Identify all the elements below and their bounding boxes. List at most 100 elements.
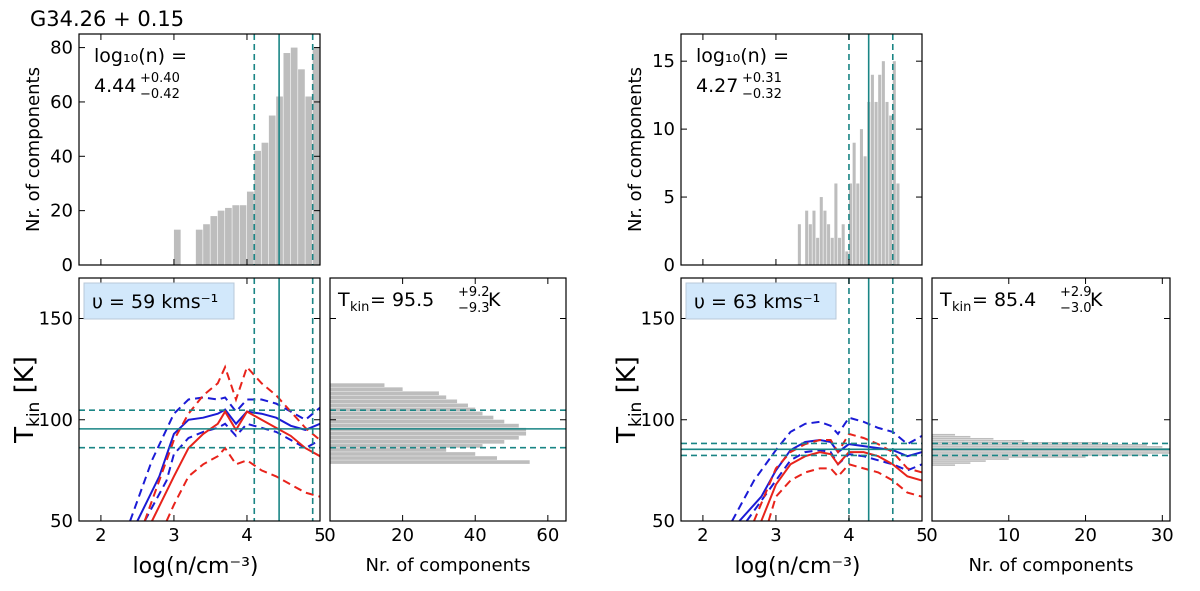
right-density-bar (805, 210, 809, 265)
left-temp-bar (330, 399, 458, 404)
left-density-ytick-label: 60 (50, 92, 73, 113)
left-temp-bar (330, 407, 476, 412)
right-density-bar (845, 251, 849, 265)
left-temp-bar (330, 387, 403, 391)
right-density-bar (834, 183, 838, 265)
left-temp-annotation-plus: +9.2 (458, 285, 490, 300)
right-temp-bar (932, 433, 956, 436)
left-tvd-xtick-label: 4 (241, 525, 252, 546)
right-temp-annotation-prefix: T (939, 289, 952, 311)
left-temp-hist-xtick-label: 20 (391, 525, 414, 546)
left-temp-bar (330, 383, 385, 387)
right-temp-hist-xtick-label: 20 (1074, 525, 1097, 546)
left-tvd-frame (78, 277, 321, 522)
right-blue-upper-line (731, 416, 922, 521)
right-tvd-xtick-label: 2 (697, 525, 708, 546)
left-temp-bar (330, 448, 447, 452)
left-density-annotation-label: log₁₀(n) = (94, 45, 187, 67)
left-temp-bar (330, 415, 494, 420)
right-temp-bar (932, 450, 1170, 452)
left-temp-hist-xlabel: Nr. of components (366, 555, 531, 576)
right-density-bar (823, 210, 827, 265)
right-density-bar (892, 61, 896, 266)
left-density-ytick-label: 20 (50, 201, 73, 222)
right-density-bar (852, 142, 856, 265)
right-density-annotation-plus-error: +0.31 (742, 71, 782, 86)
right-temp-hist-xtick-label: 30 (1151, 525, 1174, 546)
right-density-bar (859, 129, 863, 265)
right-temp-annotation-minus: −3.0 (1060, 301, 1092, 316)
left-temp-annotation-unit: K (488, 289, 501, 311)
left-blue-lower-line (143, 422, 320, 521)
left-density-bar (246, 191, 254, 265)
right-temp-bar (932, 446, 1163, 448)
right-red-lower-line (767, 463, 922, 521)
right-density-annotation-label: log₁₀(n) = (696, 45, 789, 67)
left-density-annotation-plus-error: +0.40 (140, 71, 180, 86)
left-temp-bar (330, 440, 505, 444)
right-temp-hist-xtick-label: 10 (997, 525, 1020, 546)
left-temp-annotation-minus: −9.3 (458, 301, 490, 316)
right-density-bar (874, 101, 878, 265)
right-density-bar (896, 183, 900, 265)
left-blue-solid-line (136, 408, 320, 521)
left-tvd-ytick-label: 150 (39, 309, 73, 330)
left-tvd-ytick-label: 100 (39, 410, 73, 431)
right-density-annotation-minus-error: −0.32 (742, 87, 782, 102)
right-density-ytick-label: 5 (664, 187, 675, 208)
left-velocity-label: υ = 59 kms⁻¹ (92, 291, 218, 313)
right-tvd-ylabel: Tkin [K] (612, 356, 646, 444)
right-red-solid-line (760, 451, 922, 521)
right-temp-bar (932, 444, 1147, 446)
source-title: G34.26 + 0.15 (30, 7, 184, 31)
right-tvd-ylabel-sub: kin (626, 402, 646, 427)
left-temp-hist-xtick-label: 60 (536, 525, 559, 546)
left-density-annotation-minus-error: −0.42 (140, 87, 180, 102)
right-density-bar (848, 183, 853, 265)
left-temp-bar (330, 403, 468, 408)
right-temp-hist-xlabel: Nr. of components (969, 555, 1134, 576)
right-temp-bar (932, 437, 994, 440)
right-temp-annotation-unit: K (1090, 289, 1103, 311)
left-red-upper-line (143, 364, 320, 521)
right-temp-bar (932, 464, 956, 466)
left-density-annotation-value: 4.44 (94, 75, 136, 97)
right-temp-annotation-sub: kin (952, 300, 971, 315)
right-velocity-label: υ = 63 kms⁻¹ (694, 291, 820, 313)
left-density-ytick-label: 40 (50, 146, 73, 167)
right-temp-bar (932, 452, 1170, 454)
right-density-bar (827, 224, 831, 265)
right-temp-annotation-plus: +2.9 (1060, 285, 1092, 300)
right-temp-hist-xtick-label: 0 (926, 525, 937, 546)
right-density-ytick-label: 15 (652, 51, 675, 72)
right-density-bar (816, 237, 820, 265)
right-density-ytick-label: 0 (664, 255, 675, 276)
right-density-bar (838, 237, 842, 265)
left-blue-upper-line (129, 396, 320, 521)
left-temp-bar (330, 419, 505, 424)
left-temp-annotation-prefix: T (337, 289, 350, 311)
left-density-bar (173, 229, 181, 265)
left-temp-hist-xtick-label: 40 (464, 525, 487, 546)
right-tvd-ytick-label: 50 (652, 511, 675, 532)
left-temp-bar (330, 391, 439, 396)
left-velocity-box (83, 282, 235, 320)
left-density-bar (217, 210, 225, 265)
left-temp-hist-frame (329, 277, 567, 522)
right-density-hist-frame (680, 33, 923, 266)
right-tvd-xtick-label: 4 (843, 525, 854, 546)
left-density-bar (232, 205, 240, 265)
left-tvd-ylabel-main: T (10, 427, 40, 444)
right-temp-bar (932, 462, 971, 464)
right-density-bar (856, 183, 860, 265)
right-density-bar (808, 224, 812, 265)
left-temp-hist-xtick-label: 0 (324, 525, 335, 546)
right-tvd-ylabel-unit: [K] (612, 356, 642, 402)
left-density-bar (290, 47, 298, 266)
left-temp-bar (330, 456, 498, 460)
right-density-bar (885, 101, 889, 265)
right-velocity-box (685, 282, 837, 320)
right-temp-bar (932, 458, 1009, 460)
left-temp-bar (330, 395, 447, 400)
right-density-bar (870, 74, 874, 265)
